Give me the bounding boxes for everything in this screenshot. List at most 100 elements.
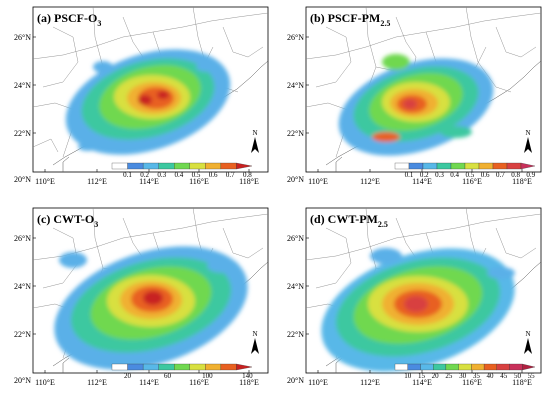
x-axis-ticks: 110°E 112°E 114°E 116°E 118°E [308,169,532,186]
panel-title: (b) PSCF-PM2.5 [310,11,390,28]
colorbar-segment [408,162,424,170]
x-tick-label: 114°E [139,177,159,186]
colorbar-segment [111,363,128,371]
colorbar-segment [522,363,536,371]
colorbar-c: 20 60 100 140 [111,363,253,380]
north-arrow: N [251,129,259,153]
colorbar-segment [420,363,434,371]
colorbar-label: 0.5 [466,171,475,179]
colorbar-segment [394,162,410,170]
colorbar-label: 0.4 [175,171,184,179]
panel-title: (d) CWT-PM2.5 [310,212,388,229]
north-arrow: N [524,129,532,153]
colorbar-segment [471,363,485,371]
colorbar-label: 0.6 [481,171,490,179]
colorbar-segment [174,363,190,371]
colorbar-segment [236,363,253,371]
colorbar-label: 25 [445,372,453,380]
x-tick-label: 118°E [512,378,532,387]
colorbar-segment [205,363,222,371]
colorbar-label: 0.8 [511,171,520,179]
colorbar-label: 100 [202,372,213,380]
x-axis-ticks: 110°E 112°E 114°E 116°E 118°E [35,169,259,186]
colorbar-segment [433,363,447,371]
colorbar-label: 20 [432,372,440,380]
contour-field [321,248,515,372]
north-arrow: N [251,330,259,354]
colorbar-label: 55 [528,372,536,380]
north-label: N [525,129,530,137]
colorbar-label: 0.9 [526,171,535,179]
x-axis-ticks: 110°E 112°E 114°E 116°E 118°E [308,370,532,387]
colorbar-label: 0.5 [192,171,201,179]
y-tick-label: 24°N [14,282,31,291]
x-tick-label: 110°E [35,378,55,387]
colorbar-label: 45 [500,372,508,380]
y-tick-label: 22°N [287,330,304,339]
colorbar-segment [142,162,159,170]
x-tick-label: 112°E [87,177,107,186]
colorbar-segment [445,363,459,371]
colorbar-segment [492,162,508,170]
y-axis-ticks: 26°N 24°N 22°N 20°N [287,33,309,184]
map-b: N [305,6,542,173]
x-tick-label: 114°E [412,378,432,387]
y-tick-label: 20°N [287,376,304,385]
colorbar-segment [189,363,206,371]
colorbar-segment [127,363,144,371]
colorbar-label: 60 [164,372,172,380]
colorbar-label: 0.7 [226,171,235,179]
y-tick-label: 26°N [14,234,31,243]
north-arrow: N [524,330,532,354]
colorbar-b: 0.1 0.2 0.3 0.4 0.5 0.6 0.7 0.8 0.9 [394,162,536,179]
x-tick-label: 114°E [139,378,159,387]
north-label: N [525,330,530,338]
y-tick-label: 24°N [287,81,304,90]
x-tick-label: 116°E [462,177,482,186]
x-tick-label: 110°E [35,177,55,186]
colorbar-segment [506,162,522,170]
colorbar-segment [422,162,438,170]
y-tick-label: 22°N [287,129,304,138]
colorbar-segment [189,162,206,170]
colorbar-label: 15 [418,372,426,380]
colorbar-label: 0.4 [450,171,459,179]
contour-field [65,49,231,155]
colorbar-segment [496,363,510,371]
contour-field [54,246,248,370]
panel-title: (a) PSCF-O3 [37,11,101,28]
colorbar-label: 0.3 [157,171,166,179]
colorbar-segment [458,363,472,371]
colorbar-segment [450,162,466,170]
y-tick-label: 24°N [14,81,31,90]
colorbar-segment [436,162,452,170]
colorbar-label: 20 [124,372,132,380]
panel-c: N 20 60 100 140 (c) CWT-O3 26°N 24°N 22°N 20°N… [14,207,269,387]
panel-title: (c) CWT-O3 [37,212,98,229]
y-tick-label: 22°N [14,129,31,138]
colorbar-label: 0.6 [209,171,218,179]
y-axis-ticks: 26°N 24°N 22°N 20°N [287,234,309,385]
x-tick-label: 110°E [308,177,328,186]
y-tick-label: 22°N [14,330,31,339]
panel-d: N 10 15 20 25 30 35 40 45 50 55 (d) CWT-PM2.5 26°… [287,207,542,387]
x-tick-label: 116°E [189,378,209,387]
x-tick-label: 110°E [308,378,328,387]
colorbar-segment [220,162,237,170]
y-tick-label: 20°N [14,175,31,184]
colorbar-segment [509,363,523,371]
y-tick-label: 26°N [287,33,304,42]
colorbar-segment [236,162,253,170]
colorbar-segment [142,363,159,371]
north-label: N [252,129,257,137]
colorbar-segment [158,162,175,170]
y-tick-label: 26°N [14,33,31,42]
colorbar-segment [127,162,144,170]
colorbar-label: 50 [514,372,522,380]
colorbar-label: 0.8 [243,171,252,179]
colorbar-a: 0.1 0.2 0.3 0.4 0.5 0.6 0.7 0.8 [111,162,253,179]
colorbar-label: 40 [487,372,495,380]
colorbar-label: 0.3 [435,171,444,179]
map-c: N [32,207,269,374]
